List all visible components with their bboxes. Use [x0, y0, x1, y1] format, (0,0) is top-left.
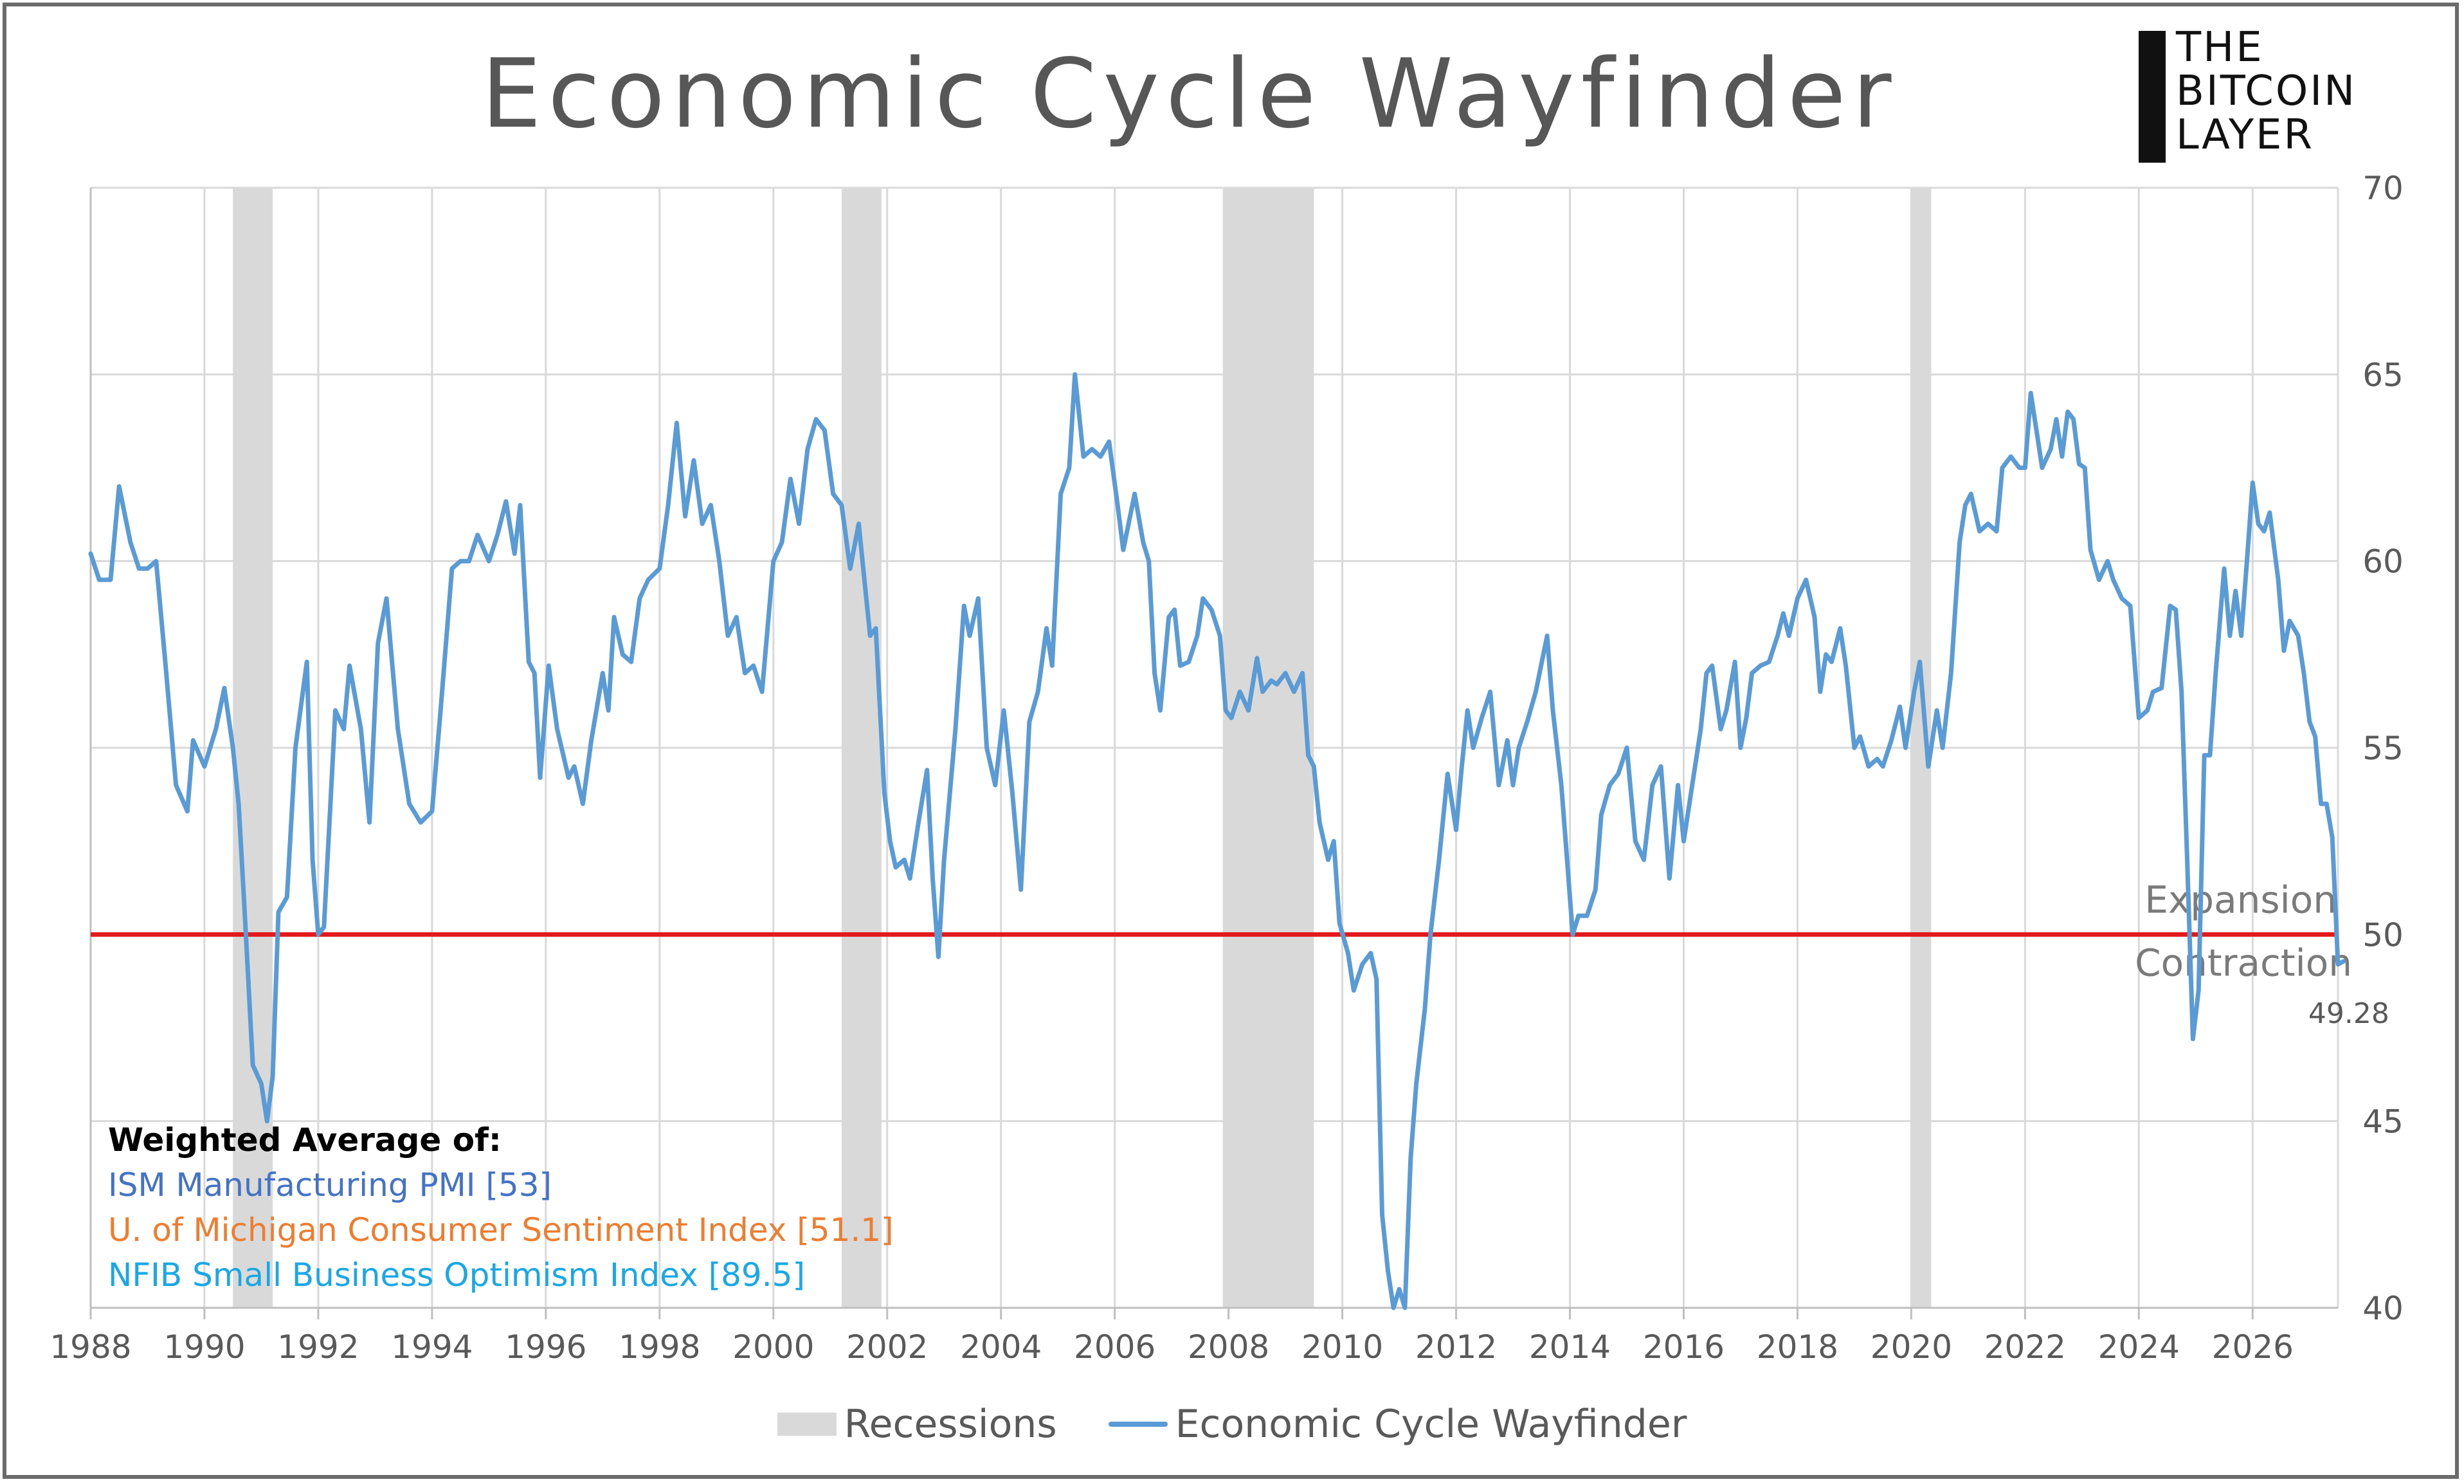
x-tick-label: 2022	[1984, 1328, 2066, 1366]
y-tick-label: 70	[2362, 170, 2404, 207]
y-tick-label: 50	[2362, 916, 2404, 954]
series-layer: 49.28	[88, 372, 2389, 1310]
legend-item-recessions: Recessions	[777, 1402, 1057, 1447]
x-tick-label: 2014	[1529, 1328, 1611, 1366]
end-value-label: 49.28	[2308, 997, 2389, 1030]
x-tick-label: 2008	[1188, 1328, 1269, 1366]
y-tick-label: 65	[2362, 356, 2404, 394]
note-line-ism: ISM Manufacturing PMI [53]	[108, 1166, 552, 1204]
x-tick-label: 2010	[1301, 1328, 1383, 1366]
x-tick-label: 1992	[277, 1328, 359, 1366]
note-heading: Weighted Average of:	[108, 1121, 502, 1159]
x-tick-label: 1996	[505, 1328, 586, 1366]
series-line-wayfinder	[88, 372, 2346, 1310]
logo-line-2: BITCOIN	[2176, 68, 2357, 115]
x-tick-label: 2000	[732, 1328, 814, 1366]
note-line-michigan: U. of Michigan Consumer Sentiment Index …	[108, 1211, 894, 1249]
logo-line-1: THE	[2176, 24, 2264, 71]
expansion-label: Expansion	[2144, 878, 2337, 921]
x-tick-label: 1998	[619, 1328, 700, 1366]
tick-labels: 1988 1990 1992 1994 1996 1998 2000 2002 2004 2006…	[50, 170, 2403, 1366]
x-tick-label: 2016	[1643, 1328, 1725, 1366]
logo-line-3: LAYER	[2176, 111, 2314, 159]
threshold-layer: Expansion Contraction	[91, 878, 2352, 984]
x-tick-label: 1988	[50, 1328, 131, 1366]
chart-legend: Recessions Economic Cycle Wayfinder	[0, 1402, 2464, 1447]
x-tick-label: 1990	[163, 1328, 245, 1366]
x-tick-label: 1994	[391, 1328, 473, 1366]
legend-label-recessions: Recessions	[844, 1402, 1057, 1447]
x-tick-label: 2018	[1757, 1328, 1838, 1366]
legend-swatch-wayfinder	[1108, 1422, 1168, 1427]
note-line-nfib: NFIB Small Business Optimism Index [89.5…	[108, 1256, 805, 1294]
x-tick-label: 2002	[846, 1328, 928, 1366]
y-tick-label: 60	[2362, 543, 2404, 581]
x-tick-label: 2006	[1074, 1328, 1155, 1366]
legend-label-wayfinder: Economic Cycle Wayfinder	[1175, 1402, 1687, 1447]
chart-title: Economic Cycle Wayfinder	[481, 39, 1898, 149]
logo-text: THE BITCOIN LAYER	[2176, 26, 2357, 157]
legend-item-wayfinder: Economic Cycle Wayfinder	[1108, 1402, 1687, 1447]
weighted-average-note: Weighted Average of: ISM Manufacturing P…	[108, 1118, 894, 1298]
y-tick-label: 55	[2362, 730, 2404, 767]
y-tick-label: 45	[2362, 1103, 2404, 1141]
contraction-label: Contraction	[2135, 941, 2352, 984]
logo-bar	[2139, 31, 2166, 163]
x-tick-label: 2026	[2212, 1328, 2294, 1366]
x-tick-label: 2024	[2098, 1328, 2180, 1366]
y-tick-label: 40	[2362, 1290, 2404, 1327]
x-tick-label: 2012	[1415, 1328, 1497, 1366]
x-tick-label: 2004	[960, 1328, 1042, 1366]
legend-swatch-recessions	[777, 1413, 837, 1436]
x-tick-label: 2020	[1871, 1328, 1952, 1366]
